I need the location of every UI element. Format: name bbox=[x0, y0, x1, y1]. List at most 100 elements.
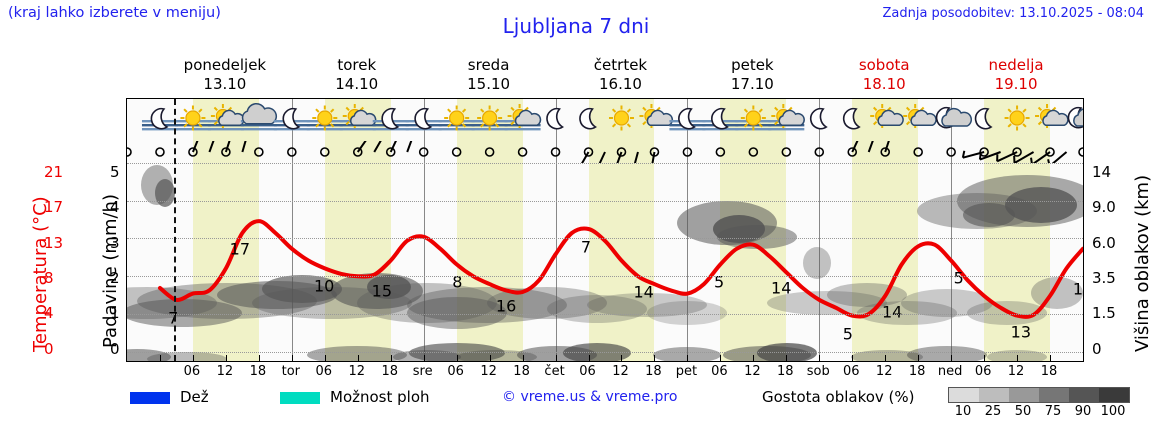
wind-barb-calm bbox=[550, 147, 561, 157]
wind-barb-calm bbox=[616, 147, 627, 157]
xtick-mark bbox=[918, 355, 920, 361]
temperature-line bbox=[158, 219, 1083, 319]
precipitation-shading bbox=[653, 347, 721, 361]
xtick-label: čet bbox=[544, 364, 565, 379]
xtick-label: 18 bbox=[513, 364, 530, 379]
wind-barb bbox=[572, 151, 590, 172]
precipitation-shading bbox=[907, 346, 987, 361]
wind-barb-calm bbox=[1078, 147, 1088, 157]
weather-icon-moon bbox=[372, 107, 409, 131]
weather-icon-moon bbox=[405, 107, 442, 131]
rain-legend-swatch bbox=[130, 392, 170, 404]
xtick-label: 06 bbox=[842, 364, 860, 379]
day-header-5: petek 17.10 bbox=[682, 56, 822, 96]
wind-barb-calm bbox=[221, 147, 231, 157]
temperature-value-label: 5 bbox=[714, 272, 725, 292]
wind-barb bbox=[867, 130, 882, 153]
wind-barb bbox=[1047, 151, 1068, 167]
weather-icon-moon bbox=[842, 107, 861, 130]
copyright-link[interactable]: © vreme.us & vreme.pro bbox=[502, 389, 678, 405]
cloud-density-step bbox=[1009, 388, 1039, 402]
day-name: sreda bbox=[467, 56, 510, 74]
xtick-label: pet bbox=[675, 364, 698, 379]
precipitation-shading bbox=[851, 350, 923, 361]
wind-barb-calm bbox=[1045, 147, 1055, 157]
xtick-label: 06 bbox=[447, 364, 464, 379]
wind-barb bbox=[978, 151, 1001, 161]
forecast-chart[interactable]: 7 17 10 15 8 16 7 14 5 14 5 14 5 13 10 bbox=[122, 98, 1104, 362]
weather-icon-sun bbox=[1004, 105, 1030, 131]
axis-tick-label: 3 bbox=[110, 234, 120, 252]
cloud-density-blob bbox=[587, 293, 707, 317]
wind-barb-calm bbox=[352, 147, 363, 157]
day-separator-4 bbox=[555, 99, 557, 361]
wind-barb bbox=[644, 151, 656, 175]
wind-barb bbox=[224, 130, 239, 153]
xtick-mark bbox=[786, 355, 788, 361]
xtick-mark bbox=[324, 355, 326, 361]
cloud-density-tick: 75 bbox=[1044, 404, 1062, 419]
weather-icon-sun-cloud bbox=[1035, 104, 1069, 128]
xtick-label: 12 bbox=[612, 364, 629, 379]
axis-tick-label: 1 bbox=[110, 304, 120, 322]
day-date: 16.10 bbox=[598, 75, 642, 93]
gridline-1 bbox=[127, 200, 1083, 202]
wind-barb bbox=[356, 133, 375, 153]
xtick-mark bbox=[951, 355, 953, 361]
day-separator-3 bbox=[423, 99, 425, 361]
xtick-label: 06 bbox=[315, 364, 333, 379]
day-name: petek bbox=[731, 56, 774, 74]
wind-barb-calm bbox=[847, 147, 858, 157]
xtick-mark bbox=[258, 355, 260, 361]
weather-icon-sun-cloud bbox=[207, 104, 245, 131]
wind-barb-calm bbox=[814, 147, 825, 157]
xtick-mark bbox=[489, 355, 491, 361]
gridline-2 bbox=[127, 238, 1083, 240]
day-header-1: ponedeljek 13.10 bbox=[155, 56, 295, 96]
weather-icon-sun bbox=[735, 105, 772, 131]
wind-barb bbox=[208, 130, 223, 153]
weather-icon-sun-cloud bbox=[768, 104, 805, 131]
day-header-6: sobota 18.10 bbox=[814, 56, 954, 96]
day-date: 18.10 bbox=[862, 75, 906, 93]
xtick-label: 06 bbox=[183, 364, 201, 379]
wind-barb-calm bbox=[319, 147, 330, 157]
cloud-density-legend-title: Gostota oblakov (%) bbox=[762, 388, 915, 406]
temperature-value-label: 15 bbox=[371, 281, 393, 301]
showers-legend-label: Možnost ploh bbox=[330, 388, 430, 406]
xtick-mark bbox=[192, 355, 194, 361]
xtick-mark bbox=[225, 355, 227, 361]
temperature-value-label: 5 bbox=[953, 268, 964, 288]
weather-icon-sun-cloud bbox=[639, 104, 674, 128]
weather-icon-moon bbox=[974, 107, 993, 130]
wind-barb-calm bbox=[155, 147, 165, 157]
wind-barb bbox=[1030, 151, 1051, 166]
cloud-density-blob bbox=[357, 283, 497, 323]
weather-icon-moon bbox=[273, 107, 310, 131]
page-title: Ljubljana 7 dni bbox=[502, 14, 650, 38]
xtick-mark bbox=[555, 355, 557, 361]
xtick-label: ned bbox=[937, 364, 963, 379]
wind-barb-calm bbox=[781, 147, 792, 157]
cloud-density-blob bbox=[803, 247, 831, 279]
xtick-mark bbox=[390, 355, 392, 361]
wind-barb-calm bbox=[418, 147, 429, 157]
day-name: nedelja bbox=[988, 56, 1044, 74]
xtick-mark bbox=[588, 355, 590, 361]
weather-icon-moon bbox=[669, 107, 706, 131]
location-menu-note[interactable]: (kraj lahko izberete v meniju) bbox=[8, 5, 221, 21]
cloud-density-tick: 100 bbox=[1100, 404, 1126, 419]
temperature-value-label: 14 bbox=[881, 302, 903, 322]
weather-icon-cloud-moon bbox=[935, 106, 973, 129]
wind-barb bbox=[1013, 151, 1035, 164]
temperature-value-label: 10 bbox=[313, 276, 335, 296]
temperature-value-label: 13 bbox=[1010, 322, 1032, 342]
current-time-marker bbox=[174, 99, 176, 361]
weather-icon-sun bbox=[438, 105, 475, 131]
wind-barb-calm bbox=[880, 147, 891, 157]
xtick-mark bbox=[1050, 355, 1052, 361]
wind-barb-calm bbox=[122, 147, 132, 157]
temperature-value-label: 8 bbox=[452, 272, 463, 292]
xtick-mark bbox=[621, 355, 623, 361]
weather-icon-sun-cloud bbox=[870, 104, 904, 128]
